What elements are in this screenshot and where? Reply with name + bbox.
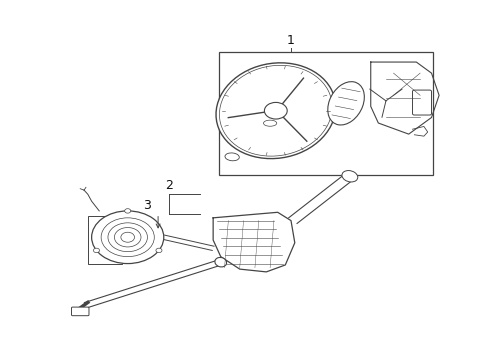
Circle shape [114,228,141,247]
FancyBboxPatch shape [72,307,89,316]
FancyBboxPatch shape [413,90,432,115]
Circle shape [101,218,154,257]
Ellipse shape [215,257,226,267]
Ellipse shape [264,120,277,126]
Polygon shape [213,212,295,272]
Bar [219,51,433,175]
Ellipse shape [220,65,332,156]
Circle shape [108,223,147,252]
Circle shape [94,248,99,253]
Ellipse shape [328,82,365,125]
Circle shape [265,102,287,119]
Circle shape [156,248,162,253]
Polygon shape [289,174,354,224]
Circle shape [121,232,135,242]
Circle shape [124,209,131,213]
Ellipse shape [216,63,336,159]
Bar [88,216,122,264]
Ellipse shape [225,153,239,161]
Text: 3: 3 [143,199,150,212]
Ellipse shape [342,171,358,182]
Text: 2: 2 [166,179,173,192]
Circle shape [92,211,164,264]
Text: 1: 1 [287,34,295,47]
